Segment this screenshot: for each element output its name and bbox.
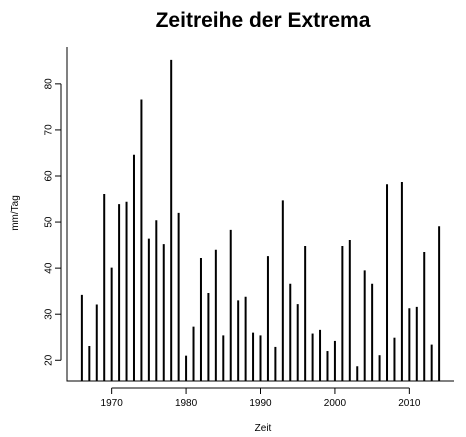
x-axis: 1970 1980 1990 2000 2010 bbox=[66, 47, 454, 409]
y-tick-label: 70 bbox=[44, 124, 55, 136]
y-tick-label: 40 bbox=[44, 262, 55, 274]
y-tick-label: 30 bbox=[44, 308, 55, 320]
x-tick-label: 1970 bbox=[101, 398, 124, 409]
y-tick-label: 60 bbox=[44, 170, 55, 182]
y-axis-label: mm/Tag bbox=[10, 195, 21, 231]
x-axis-label: Zeit bbox=[255, 423, 272, 434]
plot-frame bbox=[66, 47, 454, 382]
y-tick-label: 50 bbox=[44, 216, 55, 228]
chart-title: Zeitreihe der Extrema bbox=[156, 9, 371, 32]
y-tick-label: 20 bbox=[44, 354, 55, 366]
x-tick-label: 2010 bbox=[398, 398, 421, 409]
x-tick-label: 2000 bbox=[324, 398, 347, 409]
bars bbox=[80, 59, 441, 381]
x-tick-label: 1980 bbox=[175, 398, 198, 409]
y-axis: 20 30 40 50 60 70 80 bbox=[44, 78, 62, 366]
y-tick-label: 80 bbox=[44, 78, 55, 90]
x-tick-label: 1990 bbox=[249, 398, 272, 409]
